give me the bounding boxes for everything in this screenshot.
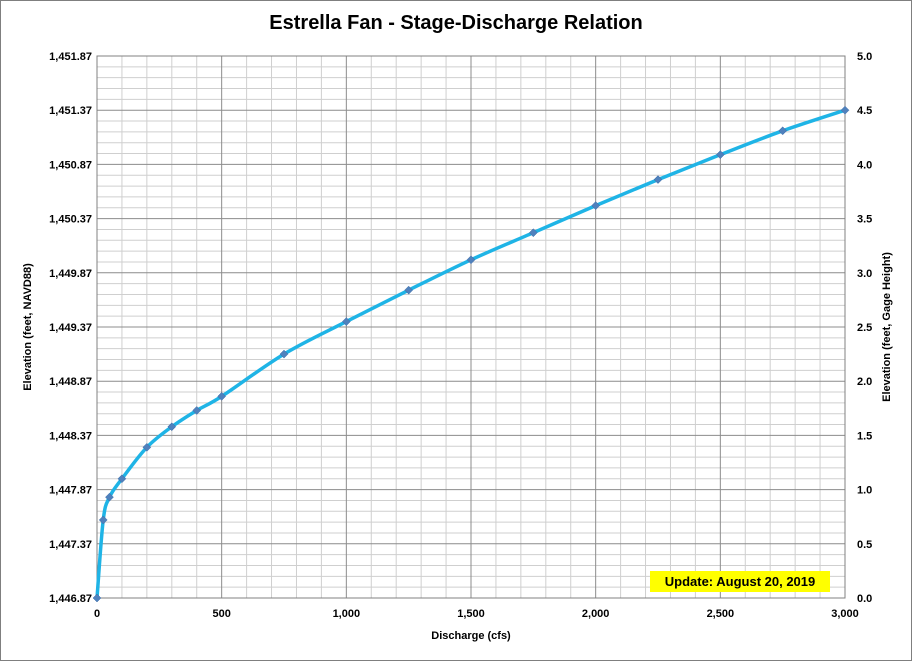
y-left-tick-label: 1,450.37 [49,214,92,226]
y-right-tick-label: 2.0 [857,376,872,388]
y-right-axis-ticks: 0.0 0.5 1.0 1.5 2.0 2.5 3.0 3.5 4.0 4.5 5.0 [857,51,872,605]
chart-title: Estrella Fan - Stage-Discharge Relation [269,12,643,34]
y-right-tick-label: 0.0 [857,593,872,605]
y-right-tick-label: 3.5 [857,214,872,226]
x-tick-label: 2,000 [582,608,610,620]
data-point [92,593,102,603]
y-left-tick-label: 1,448.87 [49,376,92,388]
y-left-tick-label: 1,451.87 [49,51,92,63]
data-point [167,422,177,432]
data-point [653,175,663,184]
data-point [192,406,202,415]
data-point [341,317,351,326]
x-tick-label: 1,500 [457,608,485,620]
y-left-tick-label: 1,448.37 [49,430,92,442]
y-left-tick-label: 1,449.37 [49,322,92,334]
y-right-tick-label: 3.0 [857,268,872,280]
grid-major [96,55,846,599]
y-right-tick-label: 4.0 [857,159,872,171]
data-point [117,474,127,484]
y-right-tick-label: 1.0 [857,485,872,497]
y-right-tick-label: 4.5 [857,105,872,117]
data-point [105,492,114,502]
data-point [98,515,108,525]
data-point [840,105,850,115]
y-left-tick-label: 1,449.87 [49,268,92,280]
y-left-tick-label: 1,446.87 [49,593,92,605]
y-right-axis-title: Elevation (feet, Gage Height) [881,252,893,402]
data-point [778,126,788,136]
data-point [279,349,289,359]
data-point [528,228,538,238]
y-left-tick-label: 1,447.87 [49,485,92,497]
x-tick-label: 1,000 [333,608,361,620]
y-left-axis-title: Elevation (feet, NAVD88) [22,263,34,391]
x-tick-label: 3,000 [831,608,859,620]
y-right-tick-label: 0.5 [857,539,872,551]
data-point [217,392,227,401]
series-stage-discharge [92,105,850,603]
x-tick-label: 0 [94,608,100,620]
update-badge: Update: August 20, 2019 [650,571,830,592]
y-right-tick-label: 2.5 [857,322,872,334]
y-right-tick-label: 1.5 [857,430,872,442]
plot-border [96,55,846,599]
x-tick-label: 2,500 [707,608,735,620]
y-left-axis-ticks: 1,446.87 1,447.37 1,447.87 1,448.37 1,448.87… [49,51,92,605]
data-point [404,285,414,295]
x-axis-title: Discharge (cfs) [431,630,511,642]
y-left-tick-label: 1,451.37 [49,105,92,117]
y-left-tick-label: 1,447.37 [49,539,92,551]
data-point [715,150,725,159]
data-point [142,442,152,452]
y-right-tick-label: 5.0 [857,51,872,63]
data-point [591,201,601,210]
x-axis-ticks: 0 500 1,000 1,500 2,000 2,500 3,000 [94,608,859,620]
y-left-tick-label: 1,450.87 [49,159,92,171]
data-point [466,255,476,265]
x-tick-label: 500 [212,608,230,620]
